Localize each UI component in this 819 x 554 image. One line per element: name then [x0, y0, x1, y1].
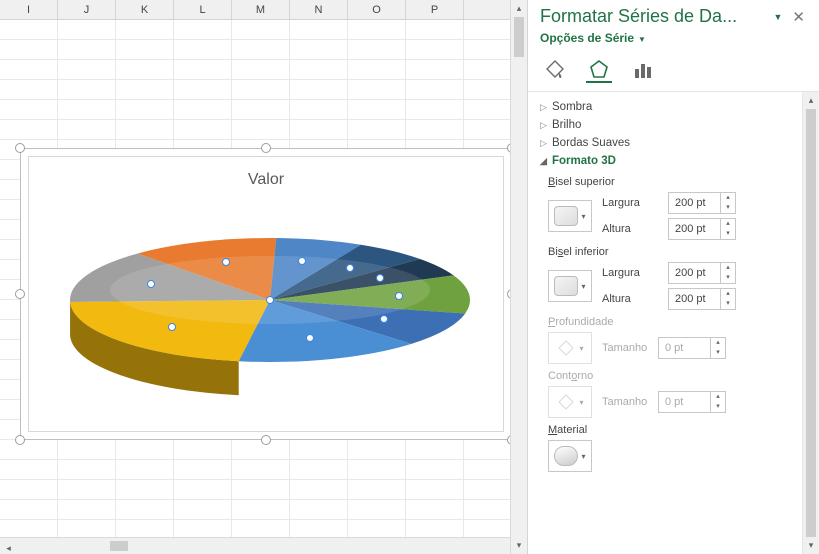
close-icon[interactable]: ✕: [788, 8, 809, 26]
panel-tabs: [528, 47, 819, 92]
column-header[interactable]: J: [58, 0, 116, 19]
column-header[interactable]: K: [116, 0, 174, 19]
resize-handle[interactable]: [261, 143, 271, 153]
material-label: Material: [548, 424, 819, 436]
resize-handle[interactable]: [15, 289, 25, 299]
pie-chart[interactable]: [55, 205, 485, 425]
largura-label: Largura: [602, 197, 658, 209]
bevel-bottom-height-input[interactable]: 200 pt▴▾: [668, 288, 736, 310]
bevel-top-label: Bisel superior: [548, 176, 819, 188]
tab-fill-icon[interactable]: [542, 57, 568, 83]
largura-label: Largura: [602, 267, 658, 279]
scroll-up[interactable]: ▴: [511, 0, 527, 17]
column-header[interactable]: P: [406, 0, 464, 19]
bevel-top-preset[interactable]: ▾: [548, 200, 592, 232]
series-options-dropdown[interactable]: Opções de Série▼: [540, 31, 809, 45]
depth-color: ▾: [548, 332, 592, 364]
section-sombra[interactable]: ▷Sombra: [540, 98, 819, 116]
vertical-scrollbar[interactable]: ▴ ▾: [510, 0, 527, 554]
section-formato3d[interactable]: ◢Formato 3D: [540, 152, 819, 170]
bevel-top-height-input[interactable]: 200 pt▴▾: [668, 218, 736, 240]
scroll-down[interactable]: ▾: [511, 537, 527, 554]
tamanho-label: Tamanho: [602, 342, 658, 354]
section-brilho[interactable]: ▷Brilho: [540, 116, 819, 134]
tab-effects-icon[interactable]: [586, 57, 612, 83]
chart-plot-area[interactable]: Valor: [28, 156, 504, 432]
column-header[interactable]: O: [348, 0, 406, 19]
column-header[interactable]: I: [0, 0, 58, 19]
contour-label: Contorno: [548, 370, 819, 382]
tab-series-icon[interactable]: [630, 57, 656, 83]
depth-label: Profundidade: [548, 316, 819, 328]
scroll-left[interactable]: ◂: [0, 540, 17, 554]
column-header[interactable]: M: [232, 0, 290, 19]
bevel-bottom-preset[interactable]: ▾: [548, 270, 592, 302]
altura-label: Altura: [602, 293, 658, 305]
series-options-label: Opções de Série: [540, 31, 634, 45]
series-point-handle[interactable]: [147, 280, 155, 288]
series-point-handle[interactable]: [222, 258, 230, 266]
contour-size-input: 0 pt▴▾: [658, 391, 726, 413]
column-header[interactable]: L: [174, 0, 232, 19]
chart-title[interactable]: Valor: [29, 171, 503, 189]
panel-title: Formatar Séries de Da...: [540, 6, 772, 27]
material-preset[interactable]: ▾: [548, 440, 592, 472]
resize-handle[interactable]: [261, 435, 271, 445]
section-bordas[interactable]: ▷Bordas Suaves: [540, 134, 819, 152]
scroll-thumb[interactable]: [110, 541, 128, 551]
column-header[interactable]: N: [290, 0, 348, 19]
column-headers: IJKLMNOP: [0, 0, 527, 20]
altura-label: Altura: [602, 223, 658, 235]
panel-body: ▷Sombra ▷Brilho ▷Bordas Suaves ◢Formato …: [528, 92, 819, 554]
depth-size-input: 0 pt▴▾: [658, 337, 726, 359]
tamanho-label: Tamanho: [602, 396, 658, 408]
bevel-top-width-input[interactable]: 200 pt▴▾: [668, 192, 736, 214]
format-pane: Formatar Séries de Da... ▼ ✕ Opções de S…: [527, 0, 819, 554]
series-point-handle[interactable]: [346, 264, 354, 272]
panel-menu-caret[interactable]: ▼: [774, 12, 783, 22]
resize-handle[interactable]: [15, 435, 25, 445]
bevel-bottom-label: Bisel inferior: [548, 246, 819, 258]
scroll-thumb[interactable]: [514, 17, 524, 57]
contour-color: ▾: [548, 386, 592, 418]
series-point-handle[interactable]: [266, 296, 274, 304]
chart-object[interactable]: Valor: [20, 148, 512, 440]
panel-scrollbar[interactable]: ▴ ▾: [802, 92, 819, 554]
horizontal-scrollbar[interactable]: ◂: [0, 537, 510, 554]
spreadsheet-area: IJKLMNOP Valor ▴ ▾ ◂: [0, 0, 527, 554]
resize-handle[interactable]: [15, 143, 25, 153]
bevel-bottom-width-input[interactable]: 200 pt▴▾: [668, 262, 736, 284]
